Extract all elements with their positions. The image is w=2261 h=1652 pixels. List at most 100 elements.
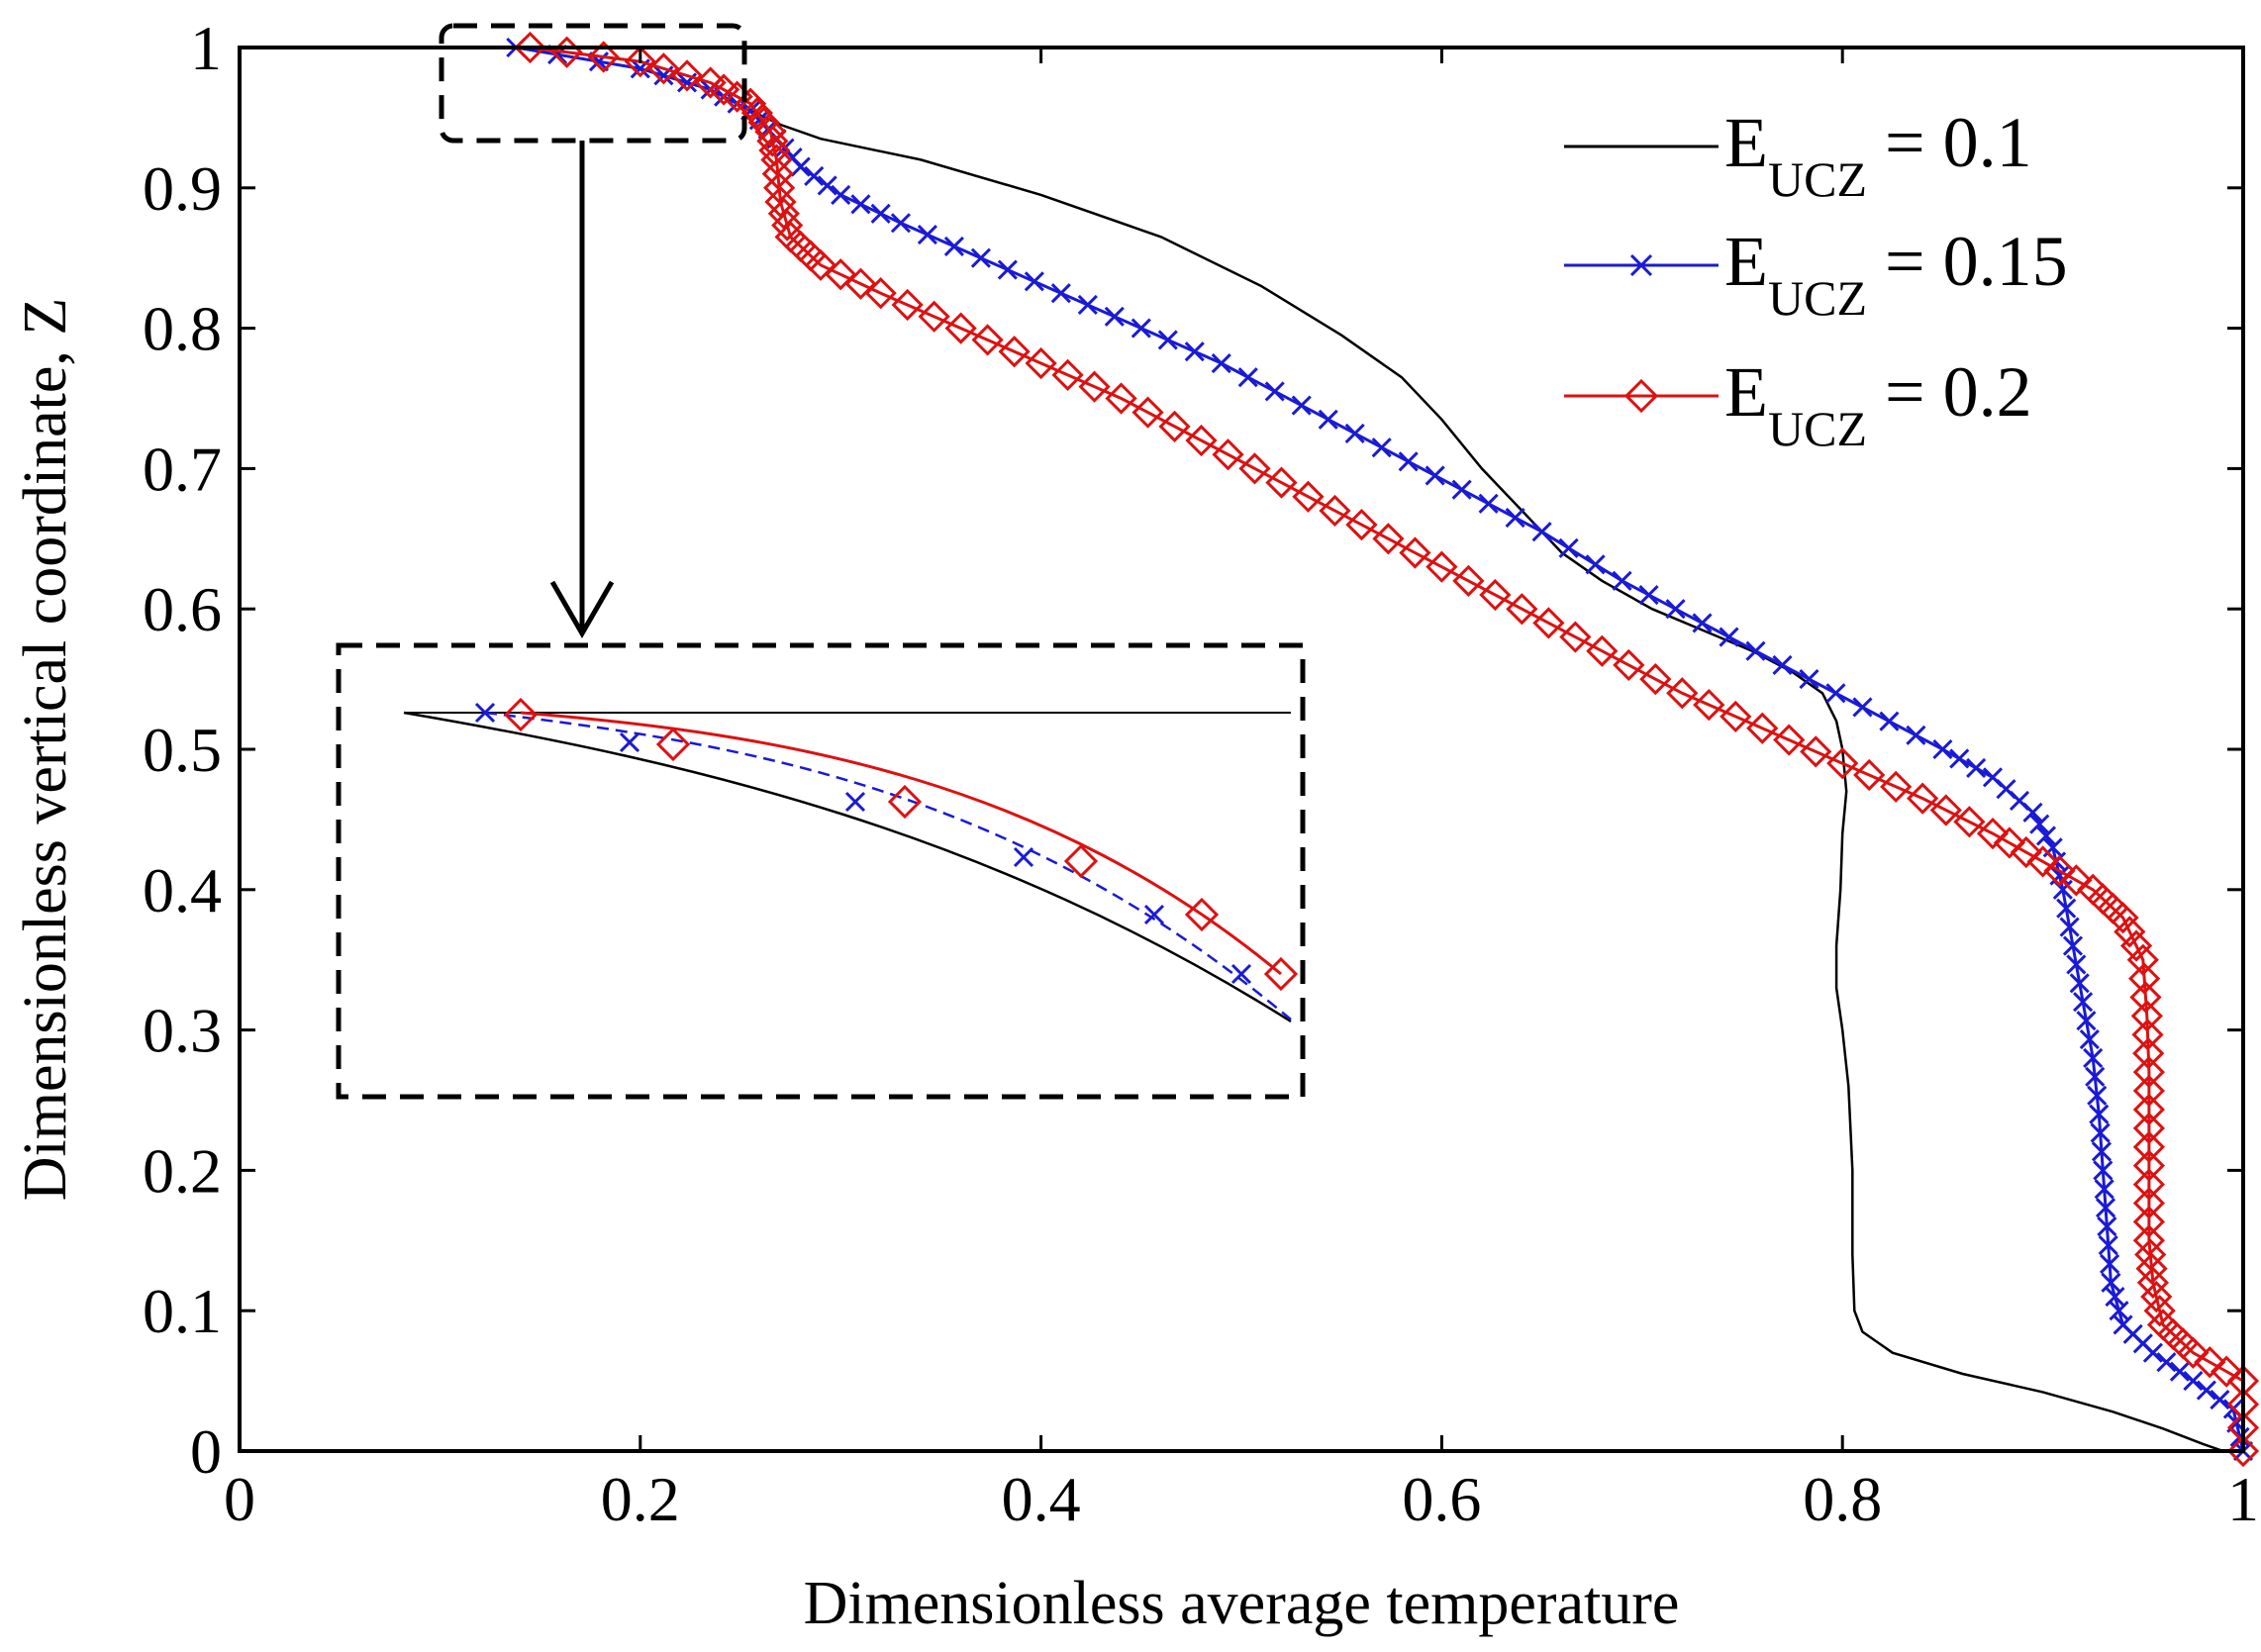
- y-tick-label: 0.4: [143, 855, 222, 925]
- series-marker: [944, 312, 977, 344]
- series-marker: [1050, 283, 1071, 304]
- series-marker: [1184, 341, 1205, 362]
- x-tick-label: 0.8: [1803, 1464, 1882, 1534]
- series-marker: [844, 267, 877, 300]
- axes-layer: 0 0.2 0.4 0.6 0.8 1 0 0.1 0.2 0.3 0.4 0.5 0.6 0.7 0.8 0…: [143, 13, 2259, 1534]
- series-marker: [1639, 662, 1672, 696]
- series-marker: [1853, 758, 1886, 792]
- series-marker: [1745, 640, 1766, 661]
- x-tick-label: 0.2: [601, 1464, 680, 1534]
- series-marker: [2126, 943, 2159, 976]
- series-marker: [1131, 396, 1164, 429]
- series-marker: [998, 336, 1031, 368]
- series-marker: [2093, 1160, 2114, 1181]
- inset-layer: [336, 642, 1306, 1100]
- series-marker: [1291, 395, 1312, 416]
- annotation-layer: [439, 23, 747, 639]
- series-marker: [1800, 735, 1832, 768]
- series-marker: [1746, 712, 1779, 744]
- series-marker: [1078, 370, 1111, 403]
- series-marker: [2056, 898, 2077, 919]
- y-tick-label: 0.5: [143, 715, 222, 785]
- series-marker: [2066, 954, 2087, 975]
- series-marker: [2059, 917, 2080, 937]
- series-marker: [1906, 725, 1926, 745]
- zoom-region-box: [439, 23, 747, 144]
- series-marker: [734, 87, 767, 120]
- series-marker: [2156, 1352, 2177, 1373]
- series-marker: [1559, 621, 1592, 653]
- inset-marker-red: [655, 727, 691, 762]
- series-marker: [943, 236, 964, 256]
- series-marker: [587, 41, 620, 73]
- series-marker: [1158, 410, 1191, 442]
- series-3: [514, 31, 2260, 1468]
- series-marker: [790, 156, 811, 177]
- series-marker: [1772, 654, 1793, 675]
- y-tick-label: 0.9: [143, 153, 222, 224]
- legend-label: EUCZ = 0.15: [1724, 222, 2068, 326]
- y-tick-label: 0.8: [143, 294, 222, 364]
- inset-marker-blue: [1230, 963, 1252, 985]
- series-marker: [754, 115, 787, 148]
- inset-marker-blue: [619, 731, 640, 753]
- series-marker: [1826, 747, 1859, 780]
- series-marker: [2134, 1238, 2167, 1271]
- series-marker: [2132, 1130, 2165, 1163]
- series-marker: [1104, 306, 1125, 327]
- series-marker: [850, 194, 871, 215]
- series-marker: [2142, 1342, 2163, 1363]
- series-marker: [2091, 1141, 2113, 1162]
- series-marker: [2029, 814, 2050, 834]
- series-marker: [1505, 507, 1525, 529]
- series-marker: [647, 52, 680, 85]
- inset-curve-blue: [484, 711, 1292, 1020]
- series-marker: [1025, 346, 1057, 380]
- series-marker: [2109, 1301, 2129, 1321]
- series-marker: [2143, 1295, 2176, 1327]
- x-tick-label: 0.6: [1402, 1464, 1481, 1534]
- series-marker: [1638, 584, 1659, 606]
- series-marker: [1212, 438, 1244, 471]
- y-tick-label: 0: [190, 1416, 222, 1487]
- series-marker: [870, 203, 891, 224]
- legend: EUCZ = 0.1 EUCZ = 0.15 EUCZ = 0.2: [1564, 103, 2068, 456]
- series-marker: [2097, 1216, 2117, 1237]
- series-marker: [761, 157, 794, 190]
- series-marker: [1692, 613, 1713, 633]
- series-marker: [2089, 1104, 2110, 1124]
- legend-entry-1: EUCZ = 0.1: [1564, 103, 2032, 207]
- series-marker: [2107, 902, 2139, 934]
- series-marker: [2128, 962, 2161, 995]
- series-marker: [2130, 1000, 2163, 1032]
- series-marker: [1399, 536, 1431, 569]
- legend-swatch-marker: [1623, 378, 1659, 414]
- series-marker: [804, 165, 825, 187]
- series-marker: [1932, 738, 1953, 760]
- series-marker: [2100, 1253, 2120, 1274]
- x-axis-label: Dimensionless average temperature: [804, 1570, 1680, 1637]
- y-tick-label: 0.6: [143, 574, 222, 644]
- series-marker: [1105, 382, 1137, 415]
- series-marker: [817, 175, 837, 196]
- series-marker: [2010, 835, 2042, 869]
- series-marker: [760, 144, 793, 176]
- series-marker: [2073, 992, 2094, 1013]
- series-marker: [1319, 494, 1351, 528]
- series-marker: [2132, 1074, 2165, 1108]
- series-marker: [1693, 688, 1725, 722]
- series-marker: [2169, 1361, 2190, 1382]
- series-marker: [2026, 845, 2059, 878]
- series-marker: [831, 184, 851, 205]
- series-marker: [1238, 452, 1271, 485]
- series-marker: [1852, 697, 1873, 718]
- legend-entry-3: EUCZ = 0.2: [1564, 352, 2032, 456]
- series-marker: [970, 247, 991, 268]
- series-line: [530, 46, 2245, 1451]
- series-marker: [2132, 1112, 2165, 1144]
- series-marker: [1531, 522, 1552, 542]
- series-marker: [971, 324, 1004, 356]
- series-marker: [2085, 1066, 2106, 1087]
- series-marker: [2136, 1266, 2170, 1299]
